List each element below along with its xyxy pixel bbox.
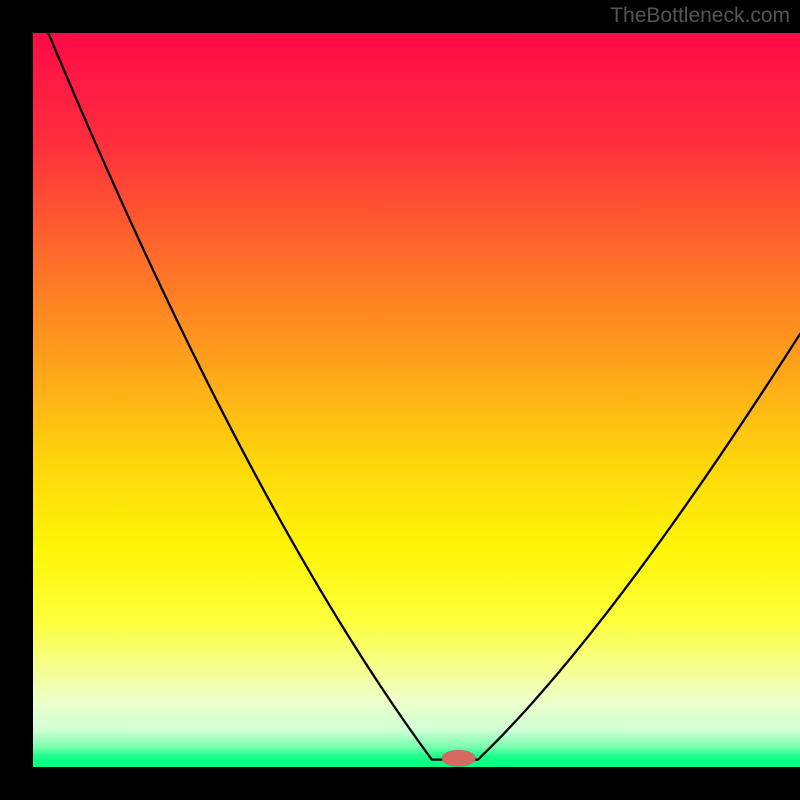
optimal-point-marker (442, 750, 476, 766)
gradient-background (33, 33, 800, 767)
chart-frame: TheBottleneck.com (0, 0, 800, 800)
bottleneck-chart (33, 33, 800, 767)
plot-area (33, 33, 800, 767)
watermark-text: TheBottleneck.com (610, 4, 790, 28)
